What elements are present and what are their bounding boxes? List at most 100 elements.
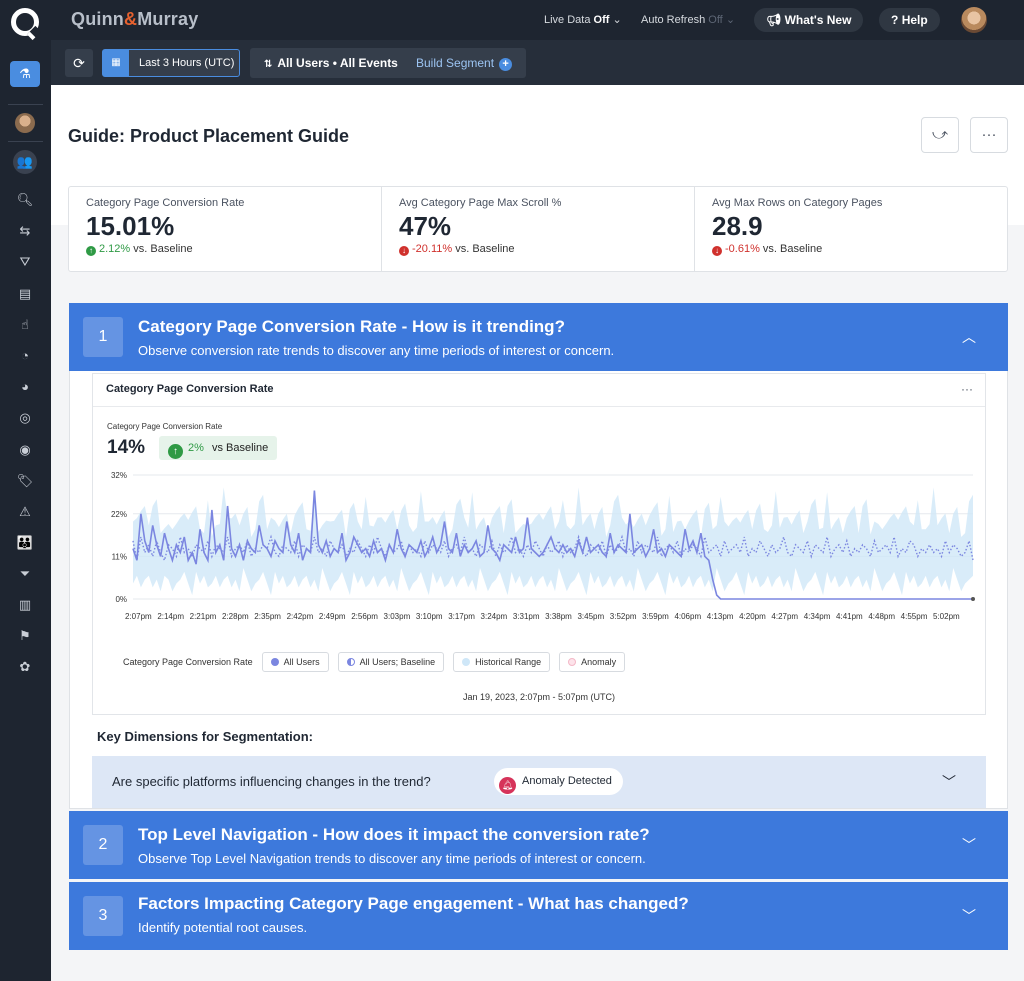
- chart-date-caption: Jan 19, 2023, 2:07pm - 5:07pm (UTC): [462, 692, 616, 702]
- chart-legend: Category Page Conversion Rate All Users …: [123, 652, 634, 672]
- share-icon: ⤻: [931, 126, 949, 143]
- pointer-icon[interactable]: ☝: [21, 317, 29, 332]
- x-tick-label: 2:49pm: [319, 612, 346, 621]
- date-range-label: Last 3 Hours (UTC): [139, 57, 235, 69]
- bell-icon: 🔔︎: [499, 777, 516, 794]
- badge-value: 2%: [188, 442, 204, 454]
- main-content: Guide: Product Placement Guide ⤻ ··· Cat…: [51, 85, 1024, 981]
- badge-suffix: vs Baseline: [211, 442, 269, 454]
- alert-icon[interactable]: ⚠: [19, 504, 31, 519]
- x-tick-label: 3:03pm: [384, 612, 411, 621]
- legend-label: Historical Range: [475, 657, 542, 667]
- filter-icon[interactable]: ⏷: [19, 566, 31, 581]
- sort-icon[interactable]: ⇆: [19, 223, 31, 238]
- series-swatch: [568, 658, 577, 666]
- section-3-header[interactable]: 3 Factors Impacting Category Page engage…: [69, 882, 1008, 950]
- legend-anomaly[interactable]: Anomaly: [559, 652, 626, 672]
- x-tick-label: 3:52pm: [610, 612, 637, 621]
- legend-baseline[interactable]: All Users; Baseline: [337, 652, 445, 672]
- x-tick-label: 2:56pm: [351, 612, 378, 621]
- kpi-card[interactable]: Category Page Conversion Rate 15.01% ↑ 2.…: [69, 187, 382, 271]
- x-tick-label: 4:06pm: [674, 612, 701, 621]
- x-tick-label: 2:14pm: [157, 612, 184, 621]
- chevron-down-icon[interactable]: ﹀: [942, 774, 956, 790]
- chart-card: Category Page Conversion Rate ··· Catego…: [92, 373, 986, 715]
- x-tick-label: 2:21pm: [190, 612, 217, 621]
- bullseye-icon[interactable]: ◉: [19, 442, 31, 457]
- x-tick-label: 4:34pm: [804, 612, 831, 621]
- more-options-button[interactable]: ···: [970, 117, 1008, 153]
- user-avatar[interactable]: [961, 7, 987, 33]
- tags-icon[interactable]: 🏷︎: [16, 473, 34, 488]
- kpi-card[interactable]: Avg Max Rows on Category Pages 28.9 ↓ -0.…: [695, 187, 1007, 271]
- report-icon[interactable]: ▤: [18, 286, 32, 301]
- all-users-series-line: [132, 490, 973, 600]
- segment-selector[interactable]: ⇅ All Users • All Events: [264, 56, 398, 70]
- refresh-icon[interactable]: ⟳: [65, 49, 93, 77]
- chevron-down-icon[interactable]: ﹀: [962, 908, 976, 924]
- lab-flask-icon[interactable]: ⚗: [10, 61, 40, 87]
- key-dimension-row[interactable]: Are specific platforms influencing chang…: [92, 756, 986, 808]
- section-2-header[interactable]: 2 Top Level Navigation - How does it imp…: [69, 811, 1008, 879]
- chart-title: Category Page Conversion Rate: [93, 374, 985, 407]
- arrow-down-icon: ↓: [712, 246, 722, 256]
- funnel-chart-icon[interactable]: ⛛: [19, 254, 31, 269]
- section-subtitle: Observe Top Level Navigation trends to d…: [138, 851, 646, 866]
- pie-chart-icon[interactable]: ◕: [21, 379, 29, 394]
- section-title: Category Page Conversion Rate - How is i…: [138, 317, 565, 336]
- legend-label: Anomaly: [581, 657, 617, 667]
- kpi-delta: ↓ -20.11% vs. Baseline: [399, 243, 677, 256]
- kpi-label: Avg Max Rows on Category Pages: [712, 197, 883, 209]
- target-icon[interactable]: ◎: [19, 410, 31, 425]
- document-icon[interactable]: ▥: [18, 597, 32, 612]
- app-logo[interactable]: [11, 8, 39, 36]
- page-title: Guide: Product Placement Guide: [68, 126, 350, 146]
- kpi-value: 28.9: [712, 211, 763, 241]
- key-dimensions-title: Key Dimensions for Segmentation:: [97, 729, 313, 744]
- help-button[interactable]: ? Help: [879, 8, 940, 32]
- x-tick-label: 2:35pm: [254, 612, 281, 621]
- users-icon[interactable]: 👪︎: [16, 535, 34, 550]
- x-tick-label: 3:17pm: [448, 612, 475, 621]
- segment-label: All Users • All Events: [277, 56, 398, 70]
- flag-icon[interactable]: ⚑: [19, 628, 31, 643]
- sidebar-divider: [8, 104, 43, 105]
- kpi-card[interactable]: Avg Category Page Max Scroll % 47% ↓ -20.…: [382, 187, 695, 271]
- legend-historical-range[interactable]: Historical Range: [453, 652, 551, 672]
- anomaly-badge: 🔔︎ Anomaly Detected: [494, 768, 623, 795]
- x-tick-label: 3:24pm: [481, 612, 508, 621]
- series-swatch: [346, 658, 355, 666]
- x-tick-label: 4:27pm: [771, 612, 798, 621]
- live-data-toggle[interactable]: Live Data Off ⌄: [544, 13, 622, 26]
- gauge-icon[interactable]: ◔: [21, 348, 29, 363]
- build-segment-button[interactable]: Build Segment +: [416, 56, 513, 71]
- sidebar-avatar[interactable]: [15, 113, 35, 133]
- auto-refresh-label: Auto Refresh: [641, 14, 706, 26]
- segment-bar: ⇅ All Users • All Events Build Segment +: [250, 48, 526, 78]
- section-1-header[interactable]: 1 Category Page Conversion Rate - How is…: [69, 303, 1008, 371]
- search-icon[interactable]: 🔍︎: [16, 192, 34, 207]
- arrow-down-icon: ↓: [399, 246, 409, 256]
- whats-new-button[interactable]: 📢︎ What's New: [754, 8, 864, 32]
- team-icon[interactable]: 👥: [13, 150, 37, 174]
- x-tick-label: 2:42pm: [287, 612, 314, 621]
- arrow-up-icon: ↑: [86, 246, 96, 256]
- trend-line-chart[interactable]: 0% 11% 22% 32% 2:07pm 2:14pm 2:21pm 2:28pm 2:35p…: [93, 469, 985, 629]
- integrations-icon[interactable]: ✿: [19, 659, 31, 674]
- x-tick-label: 3:59pm: [642, 612, 669, 621]
- chevron-down-icon[interactable]: ﹀: [962, 837, 976, 853]
- chevron-up-icon[interactable]: ︿: [962, 329, 976, 345]
- kpi-label: Category Page Conversion Rate: [86, 197, 245, 209]
- legend-all-users[interactable]: All Users: [261, 652, 329, 672]
- question-icon: ?: [891, 13, 899, 27]
- metric-label: Category Page Conversion Rate: [107, 422, 223, 431]
- share-button[interactable]: ⤻: [921, 117, 959, 153]
- more-icon[interactable]: ···: [961, 382, 973, 396]
- brand-name[interactable]: Quinn&Murray: [71, 9, 198, 30]
- y-tick-label: 0%: [115, 595, 127, 604]
- section-title: Top Level Navigation - How does it impac…: [138, 825, 650, 844]
- date-range-picker[interactable]: ▦ Last 3 Hours (UTC): [102, 49, 240, 77]
- kpi-delta: ↑ 2.12% vs. Baseline: [86, 243, 364, 256]
- x-tick-label: 5:02pm: [933, 612, 960, 621]
- auto-refresh-toggle[interactable]: Auto Refresh Off ⌄: [641, 13, 735, 26]
